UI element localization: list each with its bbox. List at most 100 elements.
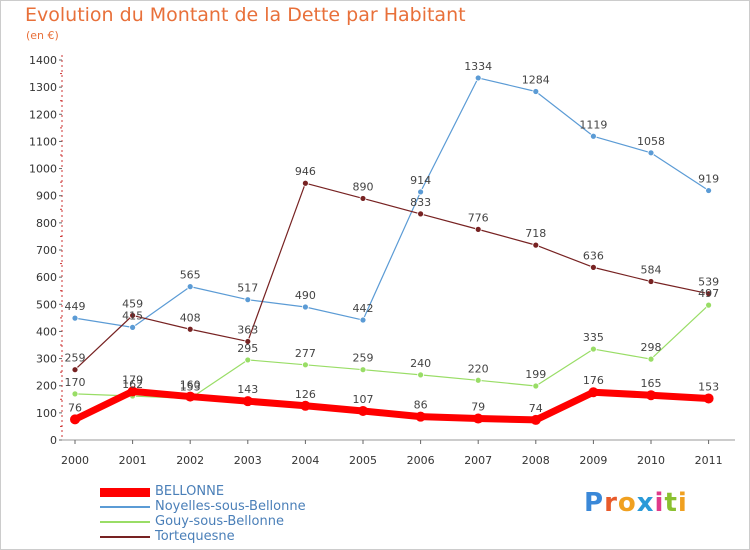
series-line-tortequesne [74,182,710,371]
legend-swatch [100,521,150,523]
y-tick-label: 1200 [29,108,57,121]
series-lines [70,74,714,425]
y-tick-label: 800 [36,217,57,230]
data-label-noyelles: 565 [180,269,201,282]
data-label-bellonne: 179 [122,373,143,386]
data-label-bellonne: 74 [529,402,543,415]
legend-swatch [100,506,150,508]
data-point-bellonne [70,414,80,425]
data-label-bellonne: 126 [295,388,316,401]
y-tick-label: 400 [36,325,57,338]
data-label-tortequesne: 718 [525,227,546,240]
data-point-bellonne [588,387,599,398]
data-point-bellonne [242,396,253,407]
data-point-tortequesne [532,241,540,249]
data-point-tortequesne [474,225,482,233]
data-point-bellonne [127,386,138,397]
data-label-noyelles: 442 [353,302,374,315]
data-point-gouy [532,382,540,390]
legend-label: Noyelles-sous-Bellonne [155,499,306,514]
data-point-noyelles [532,88,540,95]
data-label-gouy: 298 [641,341,662,354]
data-point-tortequesne [359,195,367,202]
data-label-gouy: 153 [180,380,201,393]
data-point-bellonne [530,414,541,425]
data-point-noyelles [647,149,655,157]
y-tick-label: 1400 [29,54,57,67]
legend-swatch [100,536,150,538]
data-label-noyelles: 1058 [637,135,665,148]
data-point-gouy [705,301,712,309]
data-point-tortequesne [647,278,655,285]
x-tick-label: 2001 [119,454,147,467]
data-label-noyelles: 415 [122,309,143,322]
data-point-tortequesne [705,290,712,298]
data-point-tortequesne [417,210,425,218]
data-point-tortequesne [244,338,252,345]
data-label-gouy: 295 [237,342,258,355]
data-label-bellonne: 107 [353,393,374,406]
data-label-bellonne: 86 [414,399,428,412]
data-point-gouy [647,355,655,363]
y-tick-label: 700 [36,244,57,257]
legend-swatch [100,487,150,497]
data-label-gouy: 259 [353,352,374,365]
chart-title: Evolution du Montant de la Dette par Hab… [25,4,466,26]
data-label-noyelles: 517 [237,282,258,295]
data-label-tortequesne: 833 [410,196,431,209]
data-label-tortequesne: 890 [353,180,374,193]
data-point-bellonne [300,400,311,411]
data-label-bellonne: 76 [68,401,82,414]
y-tick-label: 600 [36,271,57,284]
x-tick-label: 2011 [695,454,723,467]
data-label-tortequesne: 459 [122,297,143,310]
data-point-tortequesne [186,325,194,333]
y-tick-label: 1300 [29,81,57,94]
data-label-bellonne: 153 [698,380,719,393]
data-label-gouy: 497 [698,287,719,300]
data-point-noyelles [129,323,137,331]
data-label-tortequesne: 408 [180,311,201,324]
data-point-bellonne [185,391,196,402]
data-point-gouy [359,366,367,374]
data-point-noyelles [474,74,482,82]
data-point-bellonne [473,413,484,424]
y-tick-label: 500 [36,298,57,311]
data-label-bellonne: 165 [641,377,662,390]
data-point-noyelles [186,283,194,291]
data-label-tortequesne: 363 [237,323,258,336]
x-tick-label: 2008 [522,454,550,467]
data-label-noyelles: 490 [295,289,316,302]
data-label-gouy: 170 [65,376,86,389]
data-point-tortequesne [129,312,137,319]
data-label-tortequesne: 539 [698,276,719,289]
data-label-noyelles: 919 [698,173,719,186]
data-label-gouy: 240 [410,357,431,370]
data-point-gouy [474,376,482,384]
data-point-bellonne [358,405,368,416]
series-line-noyelles [74,77,710,328]
data-point-noyelles [417,188,425,196]
x-tick-label: 2007 [464,454,492,467]
data-point-bellonne [703,393,714,404]
data-label-bellonne: 176 [583,374,604,387]
data-point-noyelles [244,296,252,304]
data-point-tortequesne [71,366,79,374]
x-tick-label: 2010 [637,454,665,467]
y-tick-label: 200 [36,380,57,393]
data-point-tortequesne [590,263,597,271]
chart-subtitle: (en €) [26,29,59,42]
data-label-gouy: 335 [583,331,604,344]
data-point-noyelles [71,314,79,322]
y-tick-label: 1000 [29,163,57,176]
data-point-noyelles [590,132,597,140]
data-point-tortequesne [301,179,309,187]
data-point-gouy [590,345,597,353]
proxiti-logo: Proxiti [584,488,688,518]
data-label-gouy: 277 [295,347,316,360]
data-label-gouy: 220 [468,362,489,375]
data-point-gouy [417,371,425,379]
y-tick-label: 1100 [29,135,57,148]
data-point-bellonne [646,390,656,401]
